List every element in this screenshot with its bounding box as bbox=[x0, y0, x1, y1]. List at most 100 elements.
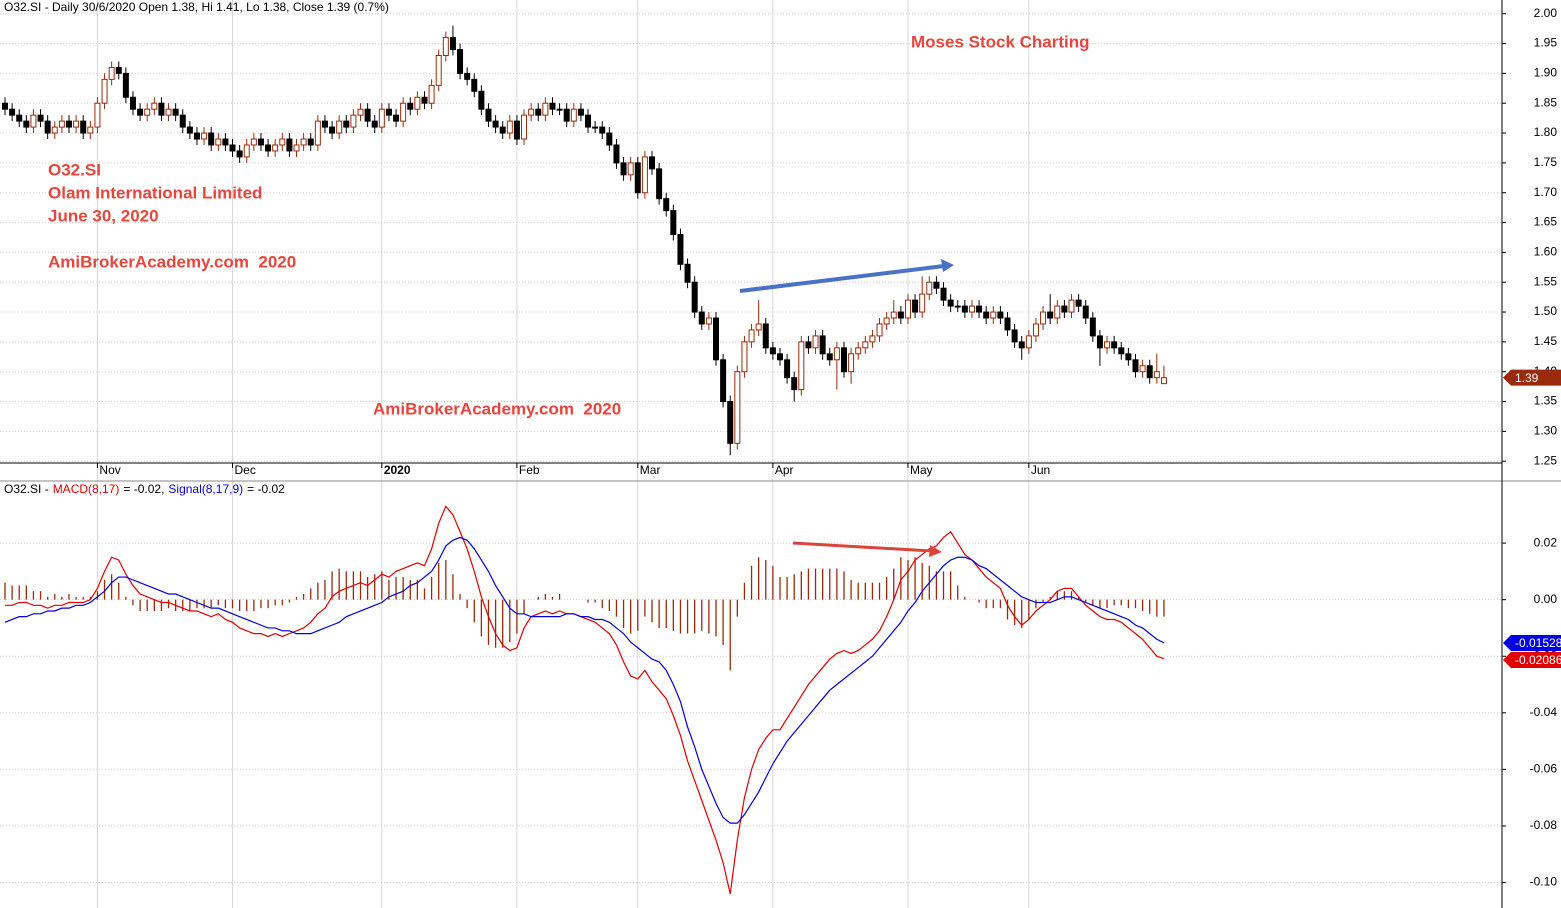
candle-body bbox=[720, 359, 727, 403]
candle-body bbox=[641, 156, 648, 194]
candle-body bbox=[65, 120, 72, 128]
indicator-line bbox=[4, 536, 1165, 824]
candle-body bbox=[129, 96, 136, 110]
x-tick-label: Jun bbox=[1031, 463, 1050, 477]
candle-body bbox=[876, 323, 883, 337]
candle-body bbox=[521, 114, 528, 140]
candle-body bbox=[478, 90, 485, 110]
candle-body bbox=[840, 347, 847, 373]
last-value-label-box bbox=[1503, 635, 1561, 651]
candle-body bbox=[1068, 299, 1075, 313]
annotation: AmiBrokerAcademy.com 2020 bbox=[373, 399, 621, 418]
candle-body bbox=[961, 305, 968, 313]
candle-body bbox=[833, 347, 840, 361]
candle-body bbox=[407, 102, 414, 110]
candle-body bbox=[286, 138, 293, 152]
candle-body bbox=[272, 144, 279, 152]
legend-macd: MACD(8,17) bbox=[53, 482, 120, 496]
candle-body bbox=[819, 335, 826, 355]
candle-body bbox=[983, 311, 990, 319]
y-tick-label: -0.08 bbox=[1530, 818, 1558, 832]
candle-body bbox=[997, 311, 1004, 319]
candle-body bbox=[158, 102, 165, 116]
candle-body bbox=[371, 120, 378, 128]
candle-body bbox=[108, 66, 115, 80]
annotation: June 30, 2020 bbox=[48, 206, 159, 225]
candle-body bbox=[933, 281, 940, 289]
candle-body bbox=[577, 108, 584, 116]
candle-body bbox=[1018, 341, 1025, 349]
candle-body bbox=[457, 49, 464, 74]
candle-body bbox=[705, 317, 712, 325]
candle-body bbox=[414, 96, 421, 110]
candle-body bbox=[649, 156, 656, 170]
y-tick-label: 1.85 bbox=[1534, 95, 1558, 109]
y-tick-label: 1.70 bbox=[1534, 185, 1558, 199]
y-tick-label: -0.06 bbox=[1530, 762, 1558, 776]
candle-body bbox=[954, 305, 961, 308]
candle-body bbox=[897, 311, 904, 319]
y-tick-label: 1.60 bbox=[1534, 245, 1558, 259]
candle-body bbox=[293, 144, 300, 152]
candle-body bbox=[762, 323, 769, 349]
candle-body bbox=[435, 54, 442, 86]
candle-body bbox=[87, 126, 94, 134]
candle-body bbox=[215, 138, 222, 146]
candle-body bbox=[513, 120, 520, 140]
candle-body bbox=[9, 108, 16, 116]
macd-header: O32.SI - MACD(8,17) = -0.02, Signal(8,17,9)… bbox=[4, 482, 285, 496]
candle-body bbox=[449, 37, 456, 51]
candle-body bbox=[585, 114, 592, 128]
arrow-head bbox=[941, 259, 954, 272]
candle-body bbox=[336, 120, 343, 134]
candle-body bbox=[250, 138, 257, 146]
candle-body bbox=[186, 126, 193, 134]
last-price-label: 1.39 bbox=[1515, 371, 1539, 385]
candle-body bbox=[684, 263, 691, 283]
candle-body bbox=[101, 78, 108, 104]
candle-body bbox=[201, 132, 208, 140]
candle-body bbox=[393, 114, 400, 122]
blue-arrow bbox=[739, 259, 954, 293]
candle-body bbox=[279, 138, 286, 146]
x-tick-label: May bbox=[910, 463, 933, 477]
candle-body bbox=[144, 108, 151, 116]
last-price-label-box bbox=[1503, 369, 1561, 386]
candle-body bbox=[321, 120, 328, 128]
candle-body bbox=[556, 108, 563, 111]
candle-body bbox=[222, 138, 229, 146]
y-tick-label: 1.65 bbox=[1534, 215, 1558, 229]
y-tick-label: 0.02 bbox=[1534, 535, 1558, 549]
arrow-head bbox=[929, 545, 942, 557]
candle-body bbox=[179, 114, 186, 128]
candle-body bbox=[656, 168, 663, 200]
annotation: AmiBrokerAcademy.com 2020 bbox=[48, 252, 296, 271]
candle-body bbox=[343, 120, 350, 128]
candle-body bbox=[122, 72, 129, 98]
candle-body bbox=[492, 120, 499, 128]
candle-body bbox=[670, 210, 677, 235]
candle-body bbox=[1153, 371, 1160, 379]
annotation: Moses Stock Charting bbox=[911, 32, 1090, 51]
candle-body bbox=[926, 281, 933, 295]
candle-body bbox=[528, 108, 535, 116]
candle-body bbox=[698, 311, 705, 325]
annotation: O32.SI bbox=[48, 160, 101, 179]
candle-body bbox=[805, 341, 812, 349]
candle-body bbox=[428, 84, 435, 104]
candle-body bbox=[442, 37, 449, 56]
x-tick-label: 2020 bbox=[384, 463, 411, 477]
last-value-label: -0.02086 bbox=[1515, 653, 1561, 667]
candle-body bbox=[16, 114, 23, 122]
candle-body bbox=[400, 102, 407, 122]
candle-body bbox=[663, 198, 670, 212]
y-tick-label: 1.75 bbox=[1534, 155, 1558, 169]
legend-signal-value: = -0.02 bbox=[247, 482, 285, 496]
candle-body bbox=[947, 299, 954, 307]
candle-body bbox=[848, 353, 855, 373]
candle-body bbox=[151, 102, 158, 110]
candle-body bbox=[2, 102, 8, 110]
candle-body bbox=[229, 144, 236, 152]
candle-body bbox=[890, 311, 897, 319]
